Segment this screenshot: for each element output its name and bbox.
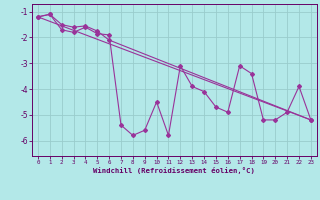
X-axis label: Windchill (Refroidissement éolien,°C): Windchill (Refroidissement éolien,°C) (93, 167, 255, 174)
